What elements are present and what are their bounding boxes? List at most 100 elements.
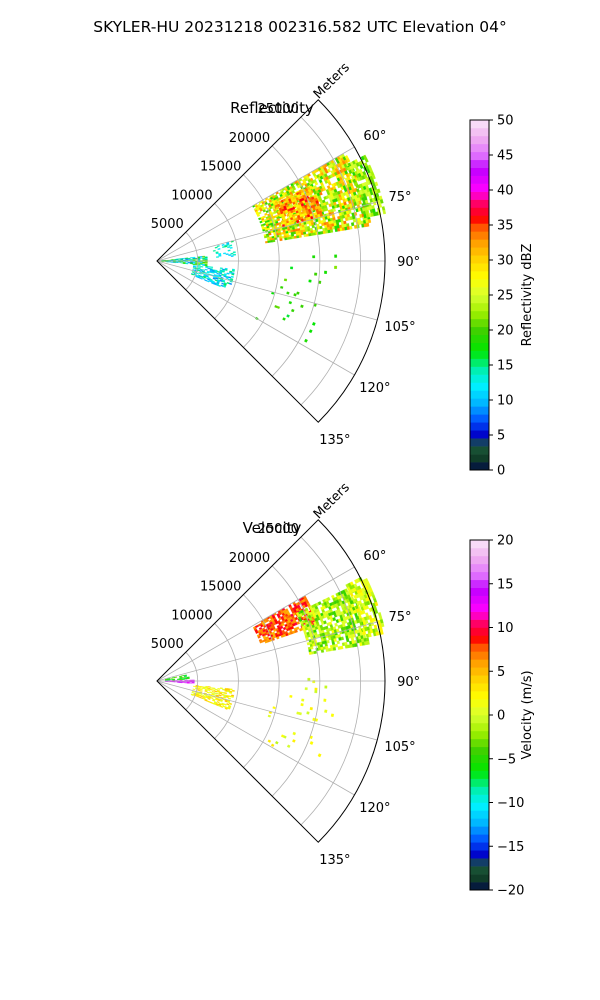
colorbar-tick-label: −15 [497,840,524,855]
echo-gate [312,255,316,259]
echo-gate [216,701,220,704]
colorbar-segment [470,786,489,795]
colorbar-segment [470,366,489,375]
echo-gate [314,181,319,186]
colorbar: 0 5 10 15 20 25 30 35 40 45 50 Reflectivity dBZ [469,114,535,479]
colorbar-segment [470,326,489,336]
echo-gate [324,685,328,689]
echo-gate [365,637,370,642]
echo-gate [296,219,300,224]
range-tick-label: 10000 [171,608,212,623]
echo-gate [282,317,286,321]
echo-gate [380,622,385,628]
colorbar-segment [470,850,489,859]
echo-gate [201,694,204,697]
echo-gate [214,692,218,695]
echo-gate [222,688,226,691]
echo-gate [332,208,336,212]
echo-gate [217,688,221,690]
echo-region-5 [190,684,235,710]
echo-gate [174,676,178,678]
range-axis-label: Meters [311,60,353,102]
panel-title: Reflectivity [230,99,314,117]
echo-gate [213,694,217,697]
echo-gate [200,695,204,698]
range-tick-label: 5000 [151,217,184,232]
echo-region-4 [164,674,190,681]
echo-gate [332,647,337,651]
echo-gate [262,215,266,219]
echo-gate [205,277,209,280]
echo-gate [324,709,328,713]
echo-gate [216,691,220,693]
colorbar-tick-label: 0 [497,709,505,724]
echo-gate [290,266,294,270]
echo-gate [336,628,340,633]
colorbar-tick-label: 35 [497,219,514,234]
echo-gate [218,694,222,697]
colorbar-segment [470,207,489,216]
echo-gate [190,257,193,259]
echo-gate [320,649,325,653]
echo-gate [226,690,230,693]
colorbar-segment [470,287,489,296]
echo-gate [267,739,272,743]
echo-gate [177,258,181,260]
echo-gate [228,702,232,705]
echo-gate [226,703,230,706]
echo-gate [223,703,227,706]
azimuth-tick-label: 90° [397,675,420,690]
colorbar-segment [470,810,489,819]
echo-gate [214,688,218,691]
colorbar-tick-label: 50 [497,114,514,129]
colorbar-segment [470,175,489,184]
colorbar-segment [470,302,489,312]
echo-gate [313,650,317,654]
colorbar-tick-label: 15 [497,359,514,374]
echo-gate [207,266,211,268]
colorbar-segment [470,826,489,835]
echo-gate [216,271,220,273]
echo-gate [184,675,187,678]
echo-gate [298,712,302,716]
azimuth-tick-label: 105° [384,740,415,755]
azimuth-gridline [156,621,378,682]
echo-gate [204,279,208,282]
echo-gate [376,188,381,194]
echo-gate [221,270,225,273]
colorbar-segment [470,374,489,383]
echo-gate [230,252,234,255]
echo-gate [279,238,283,242]
echo-gate [223,696,227,699]
echo-gate [308,617,313,621]
echo-gate [230,275,234,278]
colorbar-segment [470,882,489,891]
echo-gate [204,264,208,267]
echo-gate [296,235,300,239]
echo-gate [231,689,235,692]
echo-gate [198,265,201,267]
echo-gate [210,266,214,268]
echo-gate [256,214,261,217]
colorbar-tick-label: 20 [497,534,514,549]
colorbar-tick-label: 10 [497,394,514,409]
colorbar-segment [470,683,489,692]
azimuth-gridline [156,680,355,796]
colorbar-segment [470,350,489,359]
echo-gate [364,157,369,163]
echo-gate [374,601,379,607]
colorbar-segment [470,430,489,439]
echo-gate [186,682,190,684]
echo-gate [267,714,271,718]
echo-gate [270,743,275,748]
echo-gate [346,223,350,227]
echo-gate [227,246,231,249]
echo-gate [190,258,193,260]
colorbar-segment [470,619,489,628]
echo-gate [349,225,353,230]
colorbar-segment [470,691,489,700]
echo-gate [340,636,344,641]
echo-gate [189,682,193,684]
echo-gate [333,638,337,642]
